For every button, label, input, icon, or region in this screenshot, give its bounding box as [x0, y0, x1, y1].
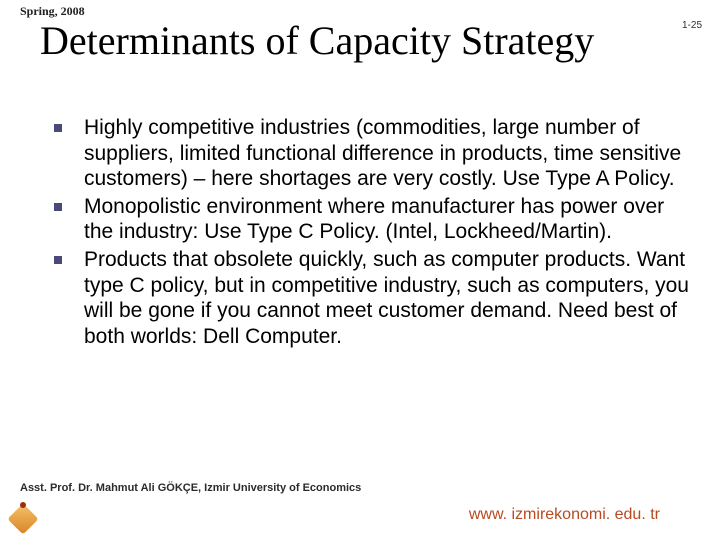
footer-url: www. izmirekonomi. edu. tr	[469, 506, 660, 524]
square-bullet-icon	[54, 256, 62, 264]
logo-diamond-icon	[7, 503, 38, 534]
list-item-text: Products that obsolete quickly, such as …	[84, 248, 689, 348]
list-item: Monopolistic environment where manufactu…	[48, 194, 690, 245]
slide-body: Highly competitive industries (commoditi…	[48, 115, 690, 351]
list-item: Products that obsolete quickly, such as …	[48, 247, 690, 349]
list-item: Highly competitive industries (commoditi…	[48, 115, 690, 192]
list-item-text: Highly competitive industries (commoditi…	[84, 116, 681, 190]
square-bullet-icon	[54, 124, 62, 132]
semester-label: Spring, 2008	[20, 4, 85, 19]
slide: Spring, 2008 1-25 Determinants of Capaci…	[0, 0, 720, 540]
list-item-text: Monopolistic environment where manufactu…	[84, 195, 664, 244]
slide-title: Determinants of Capacity Strategy	[40, 20, 660, 62]
page-number: 1-25	[682, 20, 702, 31]
logo-dot-icon	[20, 502, 26, 508]
logo-icon	[6, 502, 40, 536]
bullet-list: Highly competitive industries (commoditi…	[48, 115, 690, 349]
footer-credit: Asst. Prof. Dr. Mahmut Ali GÖKÇE, Izmir …	[20, 482, 361, 494]
square-bullet-icon	[54, 203, 62, 211]
